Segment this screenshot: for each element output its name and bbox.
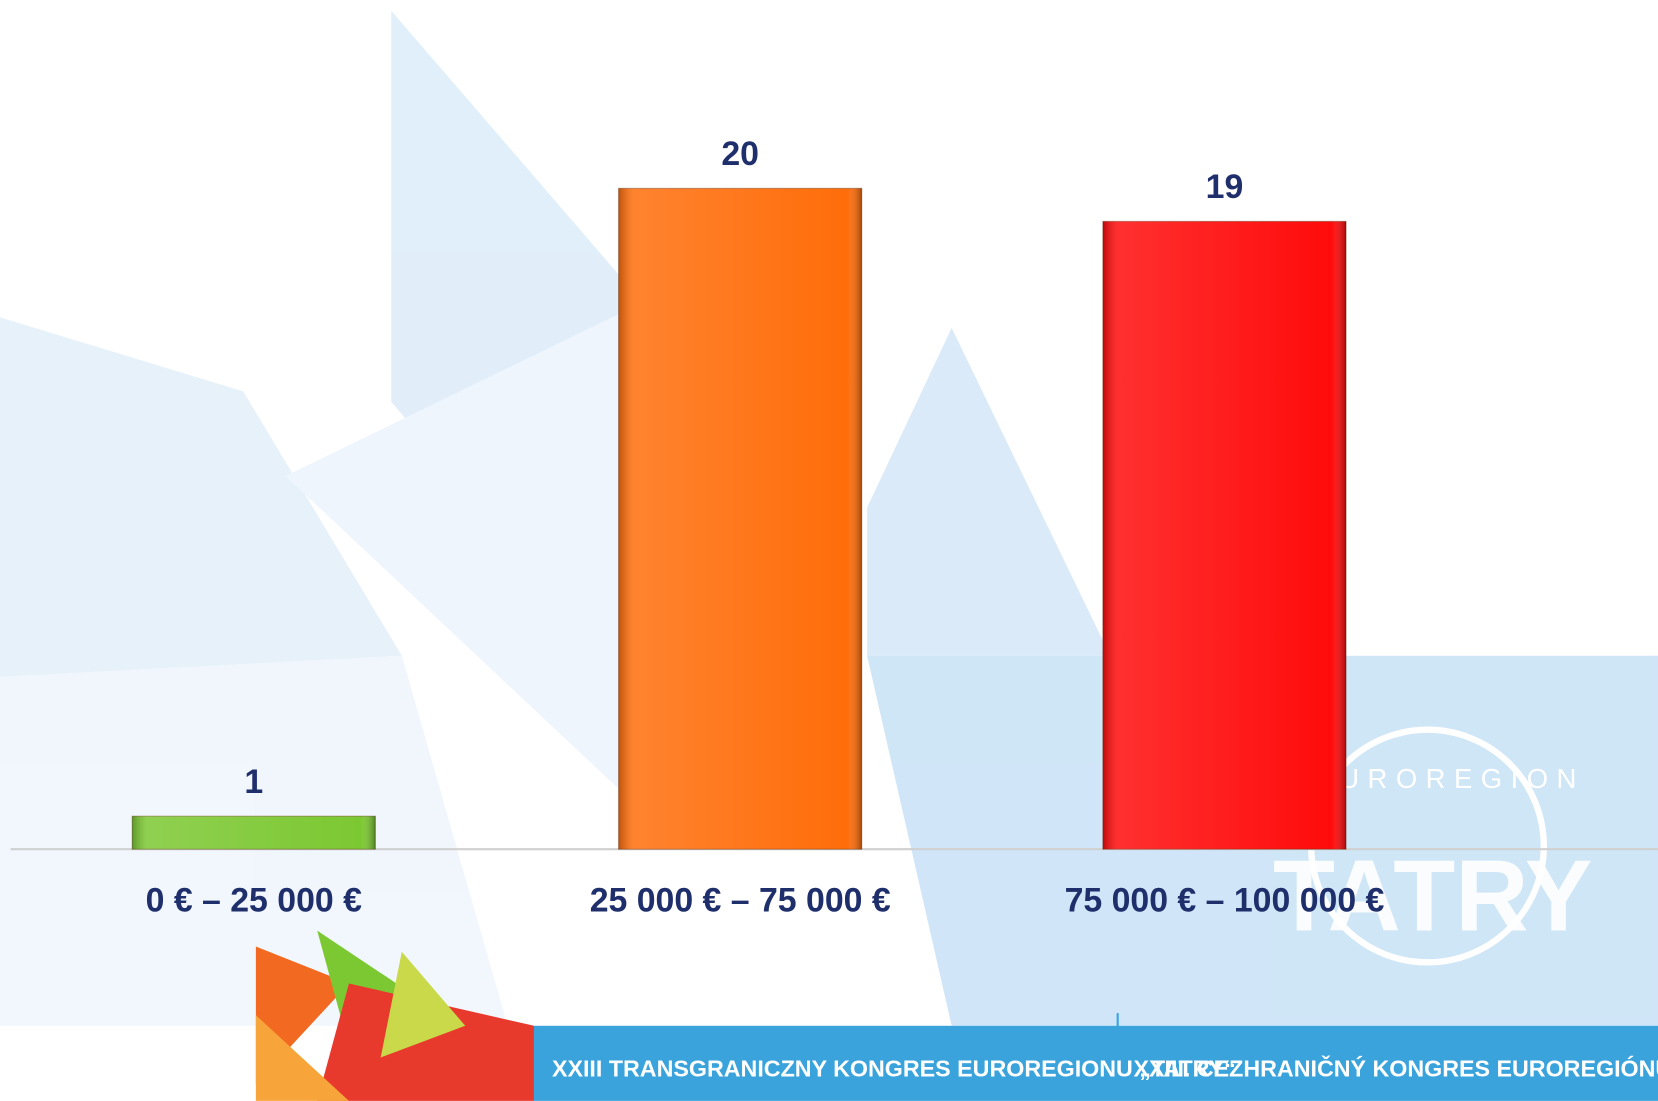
page: EUROREGION TATRY XXIII TRANSGRANICZNY KO…	[0, 0, 1658, 1101]
x-tick-label: 75 000 € – 100 000 €	[1065, 882, 1385, 920]
bar-shade	[132, 816, 375, 849]
chart: EUROREGION TATRY XXIII TRANSGRANICZNY KO…	[0, 0, 1658, 1101]
x-tick-label: 0 € – 25 000 €	[146, 882, 363, 920]
logo-arc: EUROREGION	[1312, 763, 1584, 794]
data-label: 1	[244, 763, 263, 801]
data-label: 19	[1206, 168, 1244, 206]
data-label: 20	[721, 135, 759, 173]
x-tick-label: 25 000 € – 75 000 €	[590, 882, 891, 920]
bar-shade	[1103, 221, 1346, 849]
bar-shade	[619, 188, 862, 849]
footer-text: XXIII. CEZHRANIČNÝ KONGRES EUROREGIÓNU „…	[1134, 1055, 1658, 1082]
